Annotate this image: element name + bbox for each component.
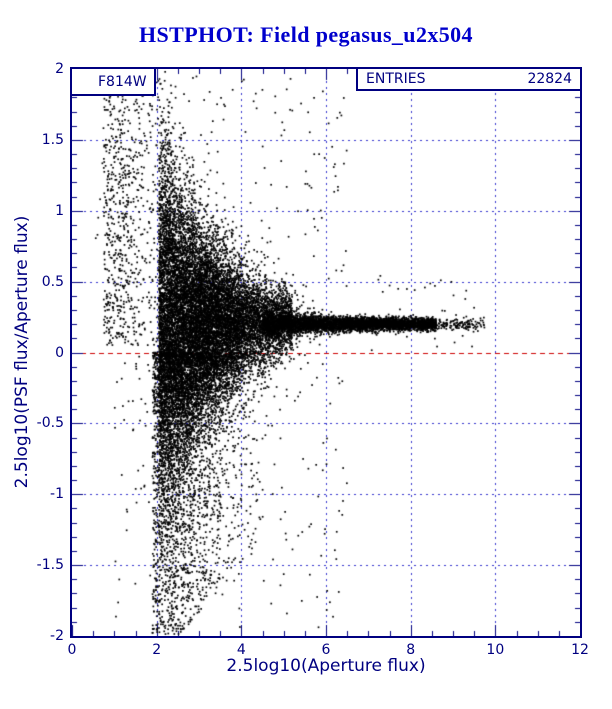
x-tick-label: 0 xyxy=(67,642,77,658)
y-tick-label: 1 xyxy=(55,202,64,219)
filter-label: F814W xyxy=(98,73,147,90)
y-tick-label: -1 xyxy=(50,486,64,503)
filter-label-box: F814W xyxy=(72,69,156,96)
entries-label: ENTRIES xyxy=(366,71,426,87)
entries-value: 22824 xyxy=(527,71,572,87)
x-tick-label: 6 xyxy=(321,642,331,658)
x-axis-title: 2.5log10(Aperture flux) xyxy=(226,656,426,676)
entries-box: ENTRIES 22824 xyxy=(356,69,580,91)
x-tick-label: 2 xyxy=(152,642,162,658)
y-tick-label: -1.5 xyxy=(36,557,64,574)
y-tick-label: -0.5 xyxy=(36,415,64,432)
x-tick-label: 8 xyxy=(406,642,416,658)
x-tick-label: 12 xyxy=(571,642,589,658)
x-tick-label: 4 xyxy=(236,642,246,658)
y-tick-label: 0.5 xyxy=(41,273,64,290)
page-title: HSTPHOT: Field pegasus_u2x504 xyxy=(139,22,473,47)
plot-frame: F814W ENTRIES 22824 xyxy=(70,67,582,638)
y-tick-label: 0 xyxy=(55,344,64,361)
scatter-plot-canvas xyxy=(72,69,580,636)
y-tick-label: 1.5 xyxy=(41,131,64,148)
y-tick-label: 2 xyxy=(55,61,64,77)
x-tick-label: 10 xyxy=(486,642,505,658)
y-tick-label: -2 xyxy=(50,628,64,644)
